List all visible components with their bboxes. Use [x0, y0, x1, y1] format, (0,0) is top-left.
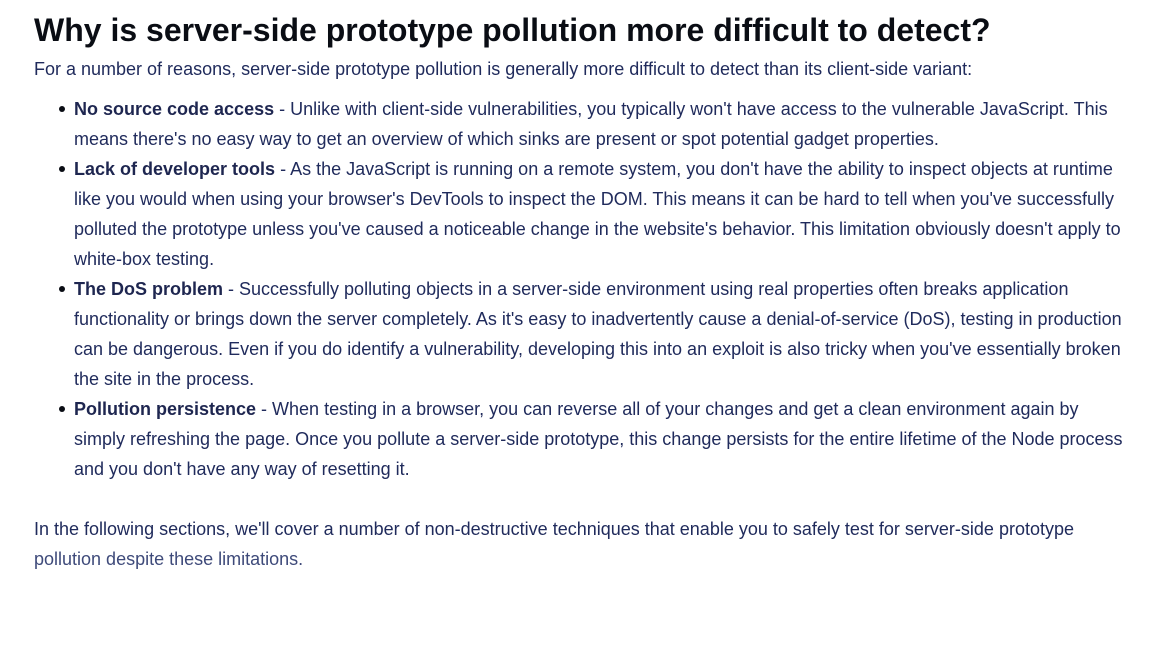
- list-item-text: - Unlike with client-side vulnerabilitie…: [74, 99, 1108, 149]
- list-item: No source code access - Unlike with clie…: [59, 94, 1129, 154]
- reasons-list: No source code access - Unlike with clie…: [34, 94, 1129, 484]
- bullet-icon: [59, 166, 65, 172]
- list-item-text: - Successfully polluting objects in a se…: [74, 279, 1122, 389]
- article: Why is server-side prototype pollution m…: [34, 10, 1129, 574]
- list-item: The DoS problem - Successfully polluting…: [59, 274, 1129, 394]
- closing-text: In the following sections, we'll cover a…: [34, 519, 1074, 539]
- list-item-text: - As the JavaScript is running on a remo…: [74, 159, 1121, 269]
- list-item: Pollution persistence - When testing in …: [59, 394, 1129, 484]
- bullet-icon: [59, 286, 65, 292]
- list-item-term: Pollution persistence: [74, 399, 257, 419]
- list-item-term: No source code access: [74, 99, 275, 119]
- bullet-icon: [59, 406, 65, 412]
- bullet-icon: [59, 106, 65, 112]
- list-item-term: Lack of developer tools: [74, 159, 276, 179]
- list-item-text: - When testing in a browser, you can rev…: [74, 399, 1123, 479]
- closing-text-end: pollution despite these limitations.: [34, 549, 304, 569]
- list-item-term: The DoS problem: [74, 279, 224, 299]
- page-title: Why is server-side prototype pollution m…: [34, 12, 991, 48]
- intro-paragraph: For a number of reasons, server-side pro…: [34, 59, 973, 79]
- list-item: Lack of developer tools - As the JavaScr…: [59, 154, 1129, 274]
- closing-paragraph: In the following sections, we'll cover a…: [34, 514, 1129, 574]
